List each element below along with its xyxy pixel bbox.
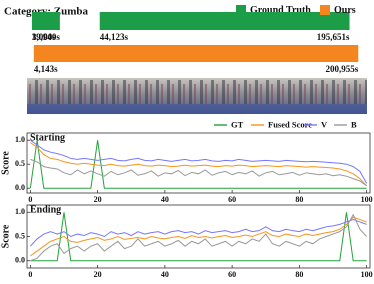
segment-end-label: 19,940s <box>32 32 61 42</box>
y-axis-label: Score <box>0 151 11 175</box>
x-tick-label: 80 <box>295 195 303 204</box>
series-line <box>30 213 368 262</box>
panel-title: Starting <box>30 132 65 143</box>
panel-title: Ending <box>30 204 61 215</box>
x-tick-label: 0 <box>28 270 32 279</box>
x-tick-label: 100 <box>361 195 373 204</box>
y-tick-label: 1.0 <box>15 135 25 144</box>
x-tick-label: 20 <box>94 270 102 279</box>
y-tick-label: 0.0 <box>15 183 25 192</box>
series-line <box>29 140 367 189</box>
segment-end-label: 200,955s <box>326 64 359 74</box>
video-strip <box>27 78 367 114</box>
segment-end-label: 195,651s <box>317 32 350 42</box>
legend-label: V <box>321 119 328 129</box>
segment-start-label: 4,143s <box>34 64 58 74</box>
segment-start-label: 44,123s <box>100 32 129 42</box>
x-tick-label: 40 <box>161 195 169 204</box>
series-line <box>29 219 367 247</box>
legend-label: Ours <box>334 5 356 16</box>
x-tick-label: 0 <box>28 195 32 204</box>
y-tick-label: 0.0 <box>15 256 25 265</box>
y-tick-label: 0.5 <box>15 159 25 168</box>
x-tick-label: 80 <box>295 270 303 279</box>
series-line <box>30 158 367 187</box>
series-line <box>30 142 368 187</box>
x-tick-label: 60 <box>228 195 236 204</box>
legend-label: Ground Truth <box>250 5 311 16</box>
plot-frame <box>26 204 371 269</box>
y-tick-label: 1.0 <box>15 207 25 216</box>
y-tick-label: 0.5 <box>15 231 25 240</box>
legend-swatch <box>320 5 330 15</box>
legend-swatch <box>236 5 246 15</box>
category-title: Category: Zumba <box>4 6 89 18</box>
plot-frame <box>26 132 371 194</box>
segment-bar <box>31 12 60 30</box>
legend-label: B <box>351 119 357 129</box>
x-tick-label: 100 <box>361 270 373 279</box>
series-line <box>30 139 368 184</box>
segment-bar <box>33 45 359 62</box>
segment-bar <box>99 12 350 30</box>
legend-label: Fused Score <box>268 119 312 129</box>
segment-start-label: 3,000s <box>32 32 56 42</box>
x-tick-label: 60 <box>228 270 236 279</box>
x-tick-label: 20 <box>94 195 102 204</box>
series-line <box>30 216 367 257</box>
series-line <box>30 212 367 262</box>
x-tick-label: 40 <box>161 270 169 279</box>
legend-label: GT <box>231 119 244 129</box>
y-axis-label: Score <box>0 224 11 248</box>
